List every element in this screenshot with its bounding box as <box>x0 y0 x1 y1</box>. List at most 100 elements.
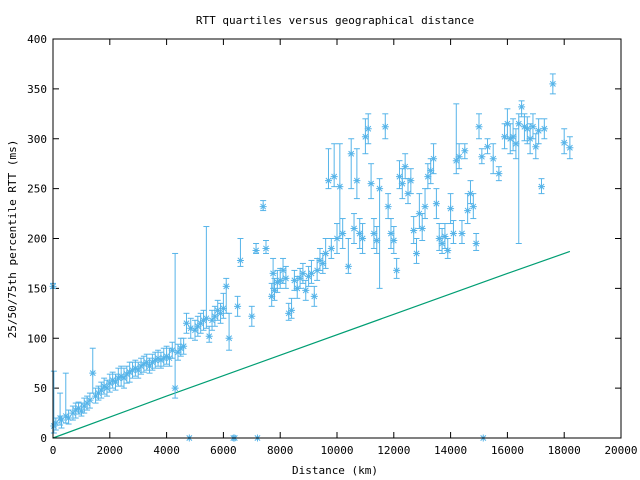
point-marker <box>299 269 307 277</box>
point-marker <box>356 230 364 238</box>
point-marker <box>83 399 91 407</box>
data-point <box>537 178 545 195</box>
point-marker <box>191 326 199 334</box>
point-marker <box>174 348 182 356</box>
data-point <box>302 279 310 301</box>
point-marker <box>520 123 528 131</box>
data-point <box>484 138 492 155</box>
data-point <box>259 200 267 212</box>
plot-frame <box>52 38 622 439</box>
data-point <box>109 371 117 389</box>
point-marker <box>151 356 159 364</box>
point-marker <box>319 259 327 267</box>
data-point <box>62 372 70 424</box>
data-point <box>290 269 298 291</box>
point-marker <box>469 203 477 211</box>
point-marker <box>330 173 338 181</box>
data-point <box>89 347 97 394</box>
data-point <box>475 113 483 140</box>
point-marker <box>282 274 290 282</box>
point-marker <box>401 163 409 171</box>
data-point <box>361 118 369 155</box>
point-marker <box>160 354 168 362</box>
y-tick-label: 400 <box>27 33 47 46</box>
point-marker <box>376 185 384 193</box>
data-point <box>407 168 415 195</box>
data-point <box>75 401 83 415</box>
point-marker <box>537 183 545 191</box>
point-marker <box>540 125 548 133</box>
point-marker <box>506 135 514 143</box>
data-point <box>501 123 509 150</box>
point-marker <box>398 180 406 188</box>
point-marker <box>393 266 401 274</box>
data-point <box>489 143 497 175</box>
data-point <box>285 302 293 321</box>
point-marker <box>120 374 128 382</box>
point-marker <box>171 384 179 392</box>
point-marker <box>458 230 466 238</box>
point-marker <box>347 150 355 158</box>
point-marker <box>413 249 421 257</box>
point-marker <box>339 230 347 238</box>
data-point <box>452 103 460 175</box>
point-marker <box>444 246 452 254</box>
data-point <box>111 373 119 391</box>
point-marker <box>495 170 503 178</box>
y-tick-label: 0 <box>40 432 47 445</box>
data-point <box>163 345 171 365</box>
data-point <box>100 377 108 395</box>
point-marker <box>168 346 176 354</box>
data-point <box>262 239 270 254</box>
point-marker <box>154 354 162 362</box>
data-point <box>205 325 213 343</box>
point-marker <box>279 266 287 274</box>
x-tick-label: 2000 <box>97 444 124 457</box>
data-point <box>430 143 438 175</box>
data-point <box>438 228 446 254</box>
data-point <box>469 193 477 220</box>
point-marker <box>111 378 119 386</box>
data-point <box>182 312 190 334</box>
point-marker <box>234 302 242 310</box>
data-point <box>398 168 406 200</box>
data-point <box>171 252 179 399</box>
data-point <box>350 213 358 244</box>
point-marker <box>432 200 440 208</box>
data-point <box>441 223 449 249</box>
data-point <box>252 242 260 254</box>
x-tick-label: 10000 <box>320 444 353 457</box>
point-marker <box>248 312 256 320</box>
data-point <box>117 365 125 387</box>
x-tick-label: 16000 <box>491 444 524 457</box>
data-point <box>324 148 332 190</box>
point-marker <box>114 374 122 382</box>
data-point <box>123 365 131 384</box>
data-point <box>97 381 105 399</box>
point-marker <box>259 203 267 211</box>
data-point <box>449 220 457 244</box>
data-point <box>535 118 543 145</box>
data-point <box>432 188 440 220</box>
point-marker <box>214 306 222 314</box>
point-marker <box>106 379 114 387</box>
data-point <box>160 347 168 367</box>
point-marker <box>269 269 277 277</box>
data-point <box>384 193 392 220</box>
point-marker <box>268 292 276 300</box>
data-point <box>364 113 372 145</box>
point-marker <box>529 123 537 131</box>
point-marker <box>285 309 293 317</box>
data-point <box>154 349 162 367</box>
point-marker <box>305 272 313 280</box>
point-marker <box>322 249 330 257</box>
point-marker <box>131 364 139 372</box>
data-point <box>202 226 210 329</box>
data-point <box>461 143 469 160</box>
point-marker <box>134 366 142 374</box>
point-marker <box>143 358 151 366</box>
point-marker <box>359 235 367 242</box>
data-point <box>344 238 352 274</box>
point-marker <box>163 352 171 360</box>
data-point <box>307 259 315 284</box>
